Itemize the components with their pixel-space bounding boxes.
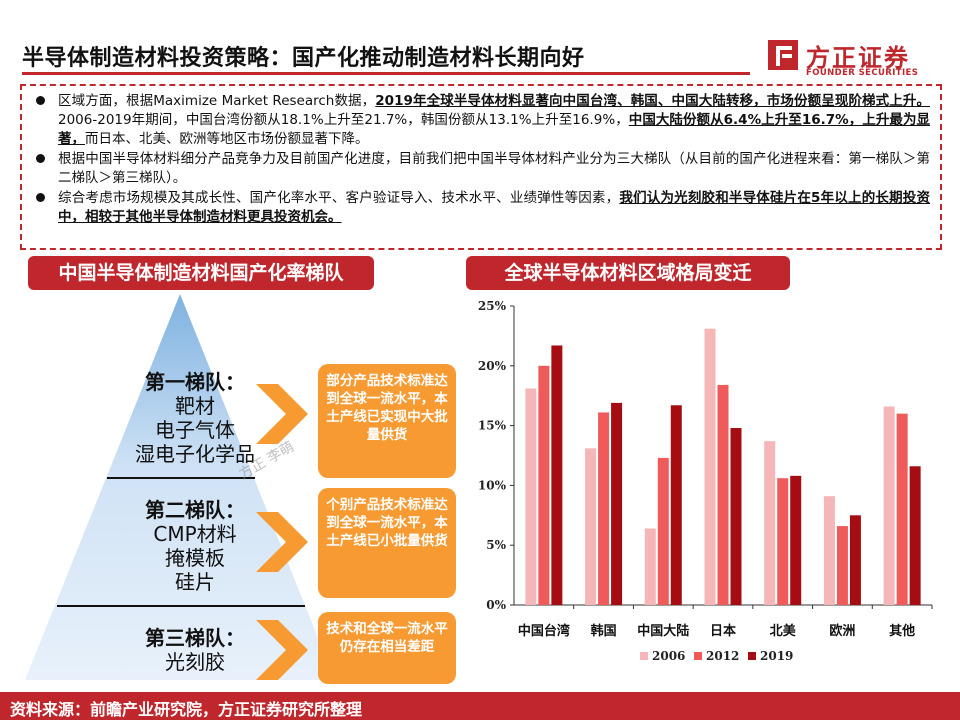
tier-2-block: 第二梯队： CMP材料 掩模板 硅片 <box>110 498 280 594</box>
bullet-2-text: 根据中国半导体材料细分产品竞争力及目前国产化进度，目前我们把中国半导体材料产业分… <box>58 151 930 186</box>
y-tick-label: 0% <box>486 598 506 612</box>
logo-chinese-name: 方正证券 <box>806 44 910 72</box>
bar-2012 <box>538 365 550 605</box>
bar-2012 <box>836 526 848 605</box>
logo-english-name: FOUNDER SECURITIES <box>806 68 919 78</box>
bar-2019 <box>670 405 682 605</box>
bullet-1-text-b: 2006-2019年期间，中国台湾份额从18.1%上升至21.7%，韩国份额从1… <box>58 112 629 128</box>
legend-swatch-2012 <box>694 652 702 660</box>
page-title: 半导体制造材料投资策略：国产化推动制造材料长期向好 <box>22 46 585 71</box>
bar-2012 <box>598 412 610 605</box>
tier-2-item: 硅片 <box>175 570 215 594</box>
legend-label: 2006 <box>652 649 685 663</box>
footer-bar: 资料来源：前瞻产业研究院，方正证券研究所整理 <box>0 692 960 720</box>
x-tick-label: 北美 <box>770 623 797 639</box>
region-share-chart: 0% 5% 10% 15% 20% 25% 中国台湾 韩国 中国大陆 日本 北美 欧洲 其他 2006 20… <box>462 292 942 682</box>
bar-2006 <box>644 528 656 605</box>
chevron-right-icon <box>256 512 308 572</box>
x-tick-label: 中国台湾 <box>518 623 570 639</box>
x-tick-label: 中国大陆 <box>637 623 689 639</box>
bar-2006 <box>525 388 537 605</box>
bullet-dot-icon <box>36 154 45 163</box>
title-divider <box>22 72 750 75</box>
x-tick-label: 其他 <box>889 623 915 639</box>
legend-label: 2012 <box>706 649 739 663</box>
bar-2019 <box>551 345 563 605</box>
bar-2019 <box>909 466 921 605</box>
legend-label: 2019 <box>760 649 793 663</box>
company-logo: 方正证券 FOUNDER SECURITIES <box>768 38 938 84</box>
summary-bullet-1: 区域方面，根据Maximize Market Research数据，2019年全… <box>32 92 930 149</box>
pyramid-section-title: 中国半导体制造材料国产化率梯队 <box>28 256 374 290</box>
y-tick-label: 5% <box>486 538 506 552</box>
summary-box: 区域方面，根据Maximize Market Research数据，2019年全… <box>20 84 942 250</box>
bullet-3-text: 综合考虑市场规模及其成长性、国产化率水平、客户验证导入、技术水平、业绩弹性等因素… <box>58 190 620 206</box>
tier-2-heading: 第二梯队： <box>145 498 245 522</box>
bullet-dot-icon <box>36 96 45 105</box>
founder-logo-icon <box>768 40 798 70</box>
tier-1-item: 湿电子化学品 <box>135 442 255 466</box>
bar-2012 <box>777 478 789 605</box>
source-note: 资料来源：前瞻产业研究院，方正证券研究所整理 <box>10 700 363 719</box>
tier-2-item: 掩模板 <box>165 546 225 570</box>
bar-2012 <box>657 457 669 605</box>
tier-1-block: 第一梯队： 靶材 电子气体 湿电子化学品 <box>110 370 280 466</box>
tier-3-item: 光刻胶 <box>165 650 225 674</box>
y-tick-label: 25% <box>478 299 507 313</box>
bar-2019 <box>790 475 802 605</box>
y-tick-label: 10% <box>478 478 507 492</box>
tier-1-item: 电子气体 <box>155 418 235 442</box>
bullet-1-text-c: 而日本、北美、欧洲等地区市场份额显著下降。 <box>85 131 369 147</box>
bullet-1-bold-a: 2019年全球半导体材料显著向中国台湾、韩国、中国大陆转移，市场份额呈现阶梯式上… <box>375 93 930 109</box>
bar-chart-svg: 0% 5% 10% 15% 20% 25% 中国台湾 韩国 中国大陆 日本 北美 欧洲 其他 2006 20… <box>478 299 933 663</box>
bar-2019 <box>730 427 742 605</box>
bar-2006 <box>883 406 895 605</box>
bullet-1-bold-b: 中国大陆份额从6.4%上升至16.7%，上升最为显著， <box>58 112 930 147</box>
y-tick-label: 15% <box>478 419 507 433</box>
chevron-right-icon <box>256 620 308 680</box>
tier-1-note: 部分产品技术标准达到全球一流水平，本土产线已实现中大批量供货 <box>318 364 456 478</box>
tier-2-item: CMP材料 <box>153 522 237 546</box>
bar-2006 <box>823 496 835 605</box>
bullet-3-bold: 我们认为光刻胶和半导体硅片在5年以上的长期投资中，相较于其他半导体制造材料更具投… <box>58 190 930 225</box>
y-tick-label: 20% <box>478 359 507 373</box>
tier-1-item: 靶材 <box>175 394 215 418</box>
tier-3-block: 第三梯队： 光刻胶 <box>110 626 280 674</box>
bar-2006 <box>704 328 716 605</box>
bar-2012 <box>896 413 908 605</box>
summary-bullet-3: 综合考虑市场规模及其成长性、国产化率水平、客户验证导入、技术水平、业绩弹性等因素… <box>32 189 930 227</box>
x-tick-label: 日本 <box>710 623 736 639</box>
bullet-dot-icon <box>36 193 45 202</box>
summary-bullet-2: 根据中国半导体材料细分产品竞争力及目前国产化进度，目前我们把中国半导体材料产业分… <box>32 150 930 188</box>
tier-3-note: 技术和全球一流水平仍存在相当差距 <box>318 612 456 684</box>
pyramid-shape <box>25 294 330 680</box>
legend-swatch-2006 <box>640 652 648 660</box>
tier-2-note: 个别产品技术标准达到全球一流水平，本土产线已小批量供货 <box>318 488 456 598</box>
bar-2012 <box>717 384 729 605</box>
bar-2006 <box>764 441 776 605</box>
x-tick-label: 韩国 <box>591 623 617 639</box>
bullet-1-text-a: 区域方面，根据Maximize Market Research数据， <box>58 93 376 109</box>
chart-section-title: 全球半导体材料区域格局变迁 <box>466 256 790 290</box>
tier-3-heading: 第三梯队： <box>145 626 245 650</box>
tier-1-heading: 第一梯队： <box>145 370 245 394</box>
bar-2019 <box>611 402 623 605</box>
bar-2019 <box>849 515 861 605</box>
chevron-right-icon <box>256 384 308 444</box>
tier-pyramid <box>25 294 330 680</box>
bar-2006 <box>585 448 597 605</box>
legend-swatch-2019 <box>748 652 756 660</box>
x-tick-label: 欧洲 <box>829 623 855 639</box>
